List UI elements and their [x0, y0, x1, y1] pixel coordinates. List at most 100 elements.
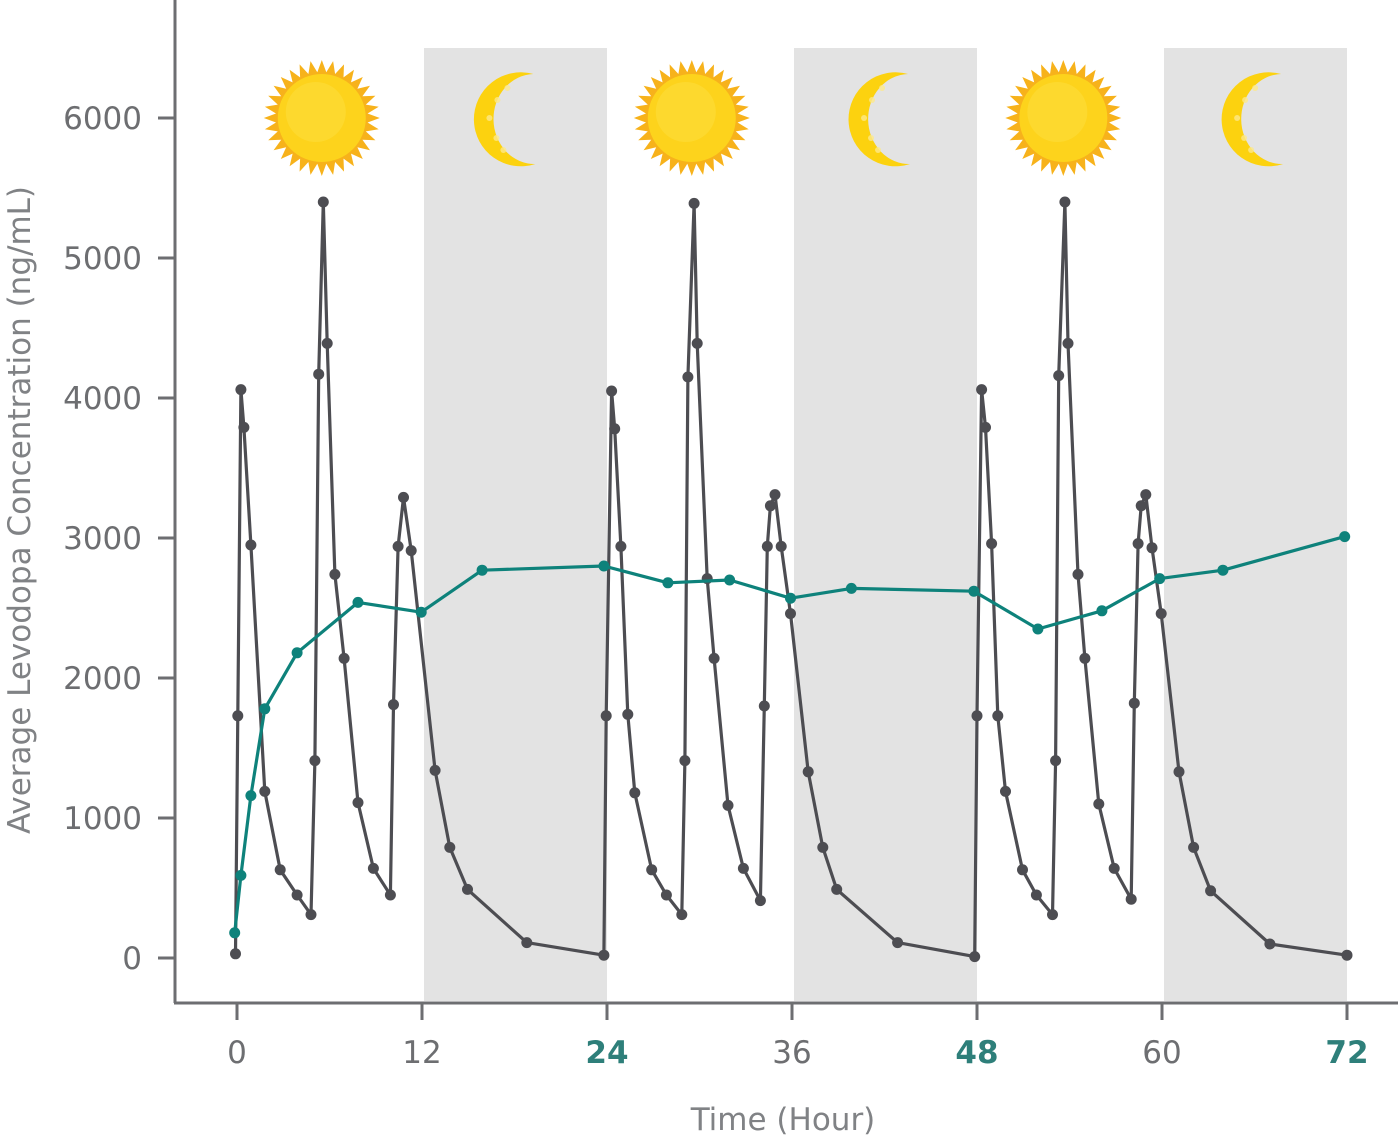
data-point: [1059, 196, 1071, 208]
data-point: [598, 949, 610, 961]
y-tick-label: 4000: [63, 381, 142, 417]
data-point: [968, 585, 980, 597]
night-band: [424, 48, 607, 1001]
data-point: [230, 948, 241, 960]
data-point: [1050, 755, 1062, 767]
data-point: [992, 710, 1004, 722]
data-point: [476, 564, 488, 576]
data-point: [1339, 531, 1351, 543]
data-point: [969, 951, 981, 963]
data-point: [1140, 489, 1152, 501]
axes: [173, 0, 1398, 1005]
data-point: [1128, 697, 1140, 709]
data-point: [388, 699, 399, 711]
x-axis-ticks: 0 12 24 36 48 60 72: [227, 1004, 1369, 1071]
data-point: [1030, 889, 1042, 901]
data-point: [1125, 893, 1137, 905]
data-point: [1188, 841, 1200, 853]
x-tick-label: 72: [1325, 1035, 1368, 1071]
data-point: [259, 703, 271, 715]
y-tick-label: 1000: [63, 801, 142, 837]
data-point: [398, 491, 409, 503]
data-point: [606, 385, 618, 397]
y-axis-ticks: 0 1000 2000 3000 4000 5000 6000: [63, 101, 174, 977]
data-point: [976, 384, 988, 396]
data-point: [1205, 885, 1217, 897]
data-point: [352, 596, 364, 608]
x-tick-label: 60: [1142, 1035, 1181, 1071]
data-point: [1132, 538, 1144, 550]
data-point: [367, 862, 379, 874]
y-tick-label: 6000: [63, 101, 142, 137]
moon-icon: [848, 72, 911, 167]
data-point: [758, 700, 770, 712]
data-point: [754, 895, 766, 907]
data-point: [845, 582, 857, 594]
data-point: [1032, 623, 1044, 635]
data-point: [802, 766, 814, 778]
data-point: [1108, 862, 1120, 874]
data-point: [971, 710, 983, 722]
data-point: [521, 937, 533, 949]
data-point: [1155, 608, 1167, 620]
data-point: [1264, 938, 1276, 950]
y-tick-label: 5000: [63, 241, 142, 277]
data-point: [708, 652, 720, 664]
data-point: [329, 568, 341, 580]
y-tick-label: 0: [122, 941, 142, 977]
night-bands: [424, 48, 1347, 1001]
data-point: [1217, 564, 1229, 576]
data-point: [1000, 785, 1011, 797]
data-point: [235, 869, 247, 881]
data-point: [775, 540, 787, 552]
data-point: [405, 545, 417, 557]
data-point: [1146, 542, 1158, 554]
y-tick-label: 2000: [63, 661, 142, 697]
data-point: [305, 909, 317, 921]
data-point: [1173, 766, 1185, 778]
data-point: [769, 489, 781, 501]
data-point: [785, 608, 796, 620]
data-point: [737, 862, 749, 874]
data-point: [245, 539, 257, 551]
data-point: [1096, 605, 1108, 617]
data-point: [1047, 909, 1058, 921]
data-point: [338, 652, 350, 664]
data-point: [609, 423, 621, 435]
data-point: [679, 755, 691, 767]
data-point: [629, 787, 641, 799]
data-point: [691, 337, 703, 349]
x-tick-label: 12: [402, 1035, 441, 1071]
data-point: [817, 841, 829, 853]
moon-icon: [473, 72, 536, 167]
data-point: [444, 841, 456, 853]
x-tick-label: 36: [772, 1035, 811, 1071]
series-extended-release: [229, 531, 1351, 939]
data-point: [1079, 652, 1091, 664]
night-band: [794, 48, 977, 1001]
data-point: [309, 755, 321, 767]
data-point: [1072, 568, 1084, 580]
data-point: [722, 799, 734, 811]
y-tick-label: 3000: [63, 521, 142, 557]
data-point: [785, 592, 796, 604]
data-point: [688, 197, 700, 209]
data-point: [384, 889, 396, 901]
x-tick-label: 48: [955, 1035, 998, 1071]
data-point: [238, 421, 250, 433]
data-point: [1135, 500, 1147, 512]
data-point: [986, 538, 998, 550]
sun-icon: [263, 60, 380, 176]
data-point: [682, 371, 694, 383]
data-point: [245, 790, 257, 802]
x-axis-title: Time (Hour): [690, 1102, 876, 1138]
data-point: [724, 574, 736, 586]
data-point: [662, 577, 674, 589]
data-point: [622, 708, 634, 720]
data-point: [676, 909, 688, 921]
moon-icon: [1221, 72, 1284, 167]
data-point: [761, 540, 773, 552]
data-point: [274, 864, 286, 876]
sun-icon: [1005, 60, 1122, 176]
